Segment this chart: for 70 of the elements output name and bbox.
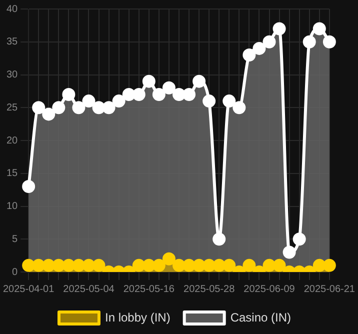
point xyxy=(152,88,166,101)
point xyxy=(92,258,106,272)
x-tick-label: 2025-06-21 xyxy=(304,284,356,295)
point xyxy=(182,258,196,272)
point xyxy=(202,258,216,272)
point xyxy=(302,35,316,48)
x-tick-label: 2025-05-16 xyxy=(123,284,175,295)
y-tick-label: 5 xyxy=(12,234,18,245)
y-tick-label: 10 xyxy=(6,201,18,212)
point xyxy=(282,246,296,259)
point xyxy=(272,22,286,36)
point xyxy=(152,258,166,272)
legend-label: In lobby (IN) xyxy=(104,310,170,324)
point xyxy=(42,108,56,121)
point xyxy=(172,258,186,272)
point xyxy=(312,22,326,36)
point xyxy=(62,88,76,101)
point xyxy=(162,252,176,266)
point xyxy=(192,258,206,272)
point xyxy=(262,258,276,272)
point xyxy=(132,258,146,272)
point xyxy=(292,232,306,246)
point xyxy=(22,180,36,194)
point xyxy=(162,81,176,94)
point xyxy=(182,88,196,101)
x-tick-label: 2025-06-09 xyxy=(244,284,296,295)
point xyxy=(242,48,256,62)
point xyxy=(132,88,146,101)
y-tick-label: 20 xyxy=(6,135,18,146)
x-tick-label: 2025-05-28 xyxy=(184,284,236,295)
point xyxy=(222,258,236,272)
point xyxy=(62,258,76,272)
legend-label: Casino (IN) xyxy=(230,310,292,324)
point xyxy=(202,94,216,108)
point xyxy=(222,94,236,108)
point xyxy=(42,258,56,272)
point xyxy=(252,42,266,55)
point xyxy=(312,258,326,272)
y-tick-label: 40 xyxy=(6,4,18,15)
point xyxy=(32,258,46,272)
x-tick-label: 2025-04-01 xyxy=(3,284,55,295)
point xyxy=(52,101,66,114)
point xyxy=(102,101,116,114)
point xyxy=(322,258,336,272)
y-tick-label: 30 xyxy=(6,70,18,80)
y-tick-label: 15 xyxy=(6,168,18,180)
point xyxy=(142,258,156,272)
y-tick-label: 25 xyxy=(6,102,18,114)
point xyxy=(232,101,246,114)
point xyxy=(32,101,46,114)
point xyxy=(272,258,286,272)
point xyxy=(242,258,256,272)
point xyxy=(212,258,226,272)
point xyxy=(142,74,156,88)
point xyxy=(122,88,136,101)
point xyxy=(212,232,226,246)
point xyxy=(112,94,126,108)
x-tick-label: 2025-05-04 xyxy=(63,284,115,295)
point xyxy=(192,74,206,88)
point xyxy=(72,258,86,272)
point xyxy=(322,35,336,48)
y-tick-label: 0 xyxy=(12,266,18,278)
point xyxy=(82,94,96,108)
point xyxy=(52,258,66,272)
point xyxy=(172,88,186,101)
point xyxy=(262,35,276,48)
point xyxy=(82,258,96,272)
point xyxy=(92,101,106,114)
y-tick-label: 35 xyxy=(6,36,18,48)
point xyxy=(72,101,86,114)
